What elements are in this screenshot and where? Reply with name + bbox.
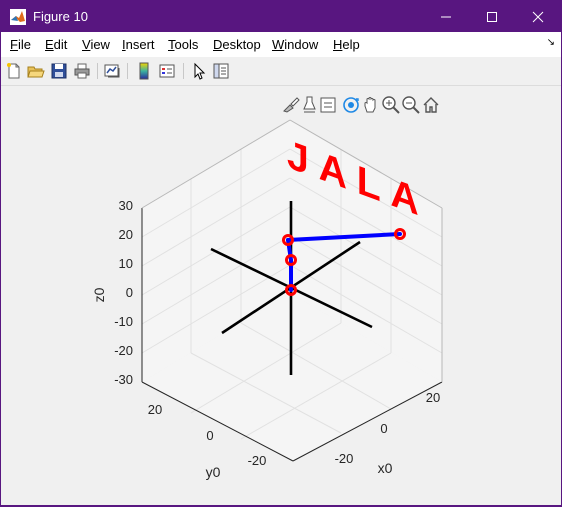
z-tick-label: 0 [126, 285, 133, 300]
z-tick-label: -20 [114, 343, 133, 358]
menu-insert[interactable]: Insert [122, 37, 155, 52]
y-ticks: 20 0 -20 [148, 402, 267, 468]
print-icon[interactable] [72, 61, 92, 81]
figure-toolbar [1, 57, 561, 86]
menu-insert-label: nsert [125, 37, 155, 52]
property-inspector-icon[interactable] [211, 61, 231, 81]
axes-box [141, 208, 443, 462]
y-tick-label: -20 [248, 453, 267, 468]
robot-joints [282, 228, 406, 296]
menu-file-mnemonic: F [10, 37, 18, 52]
pointer-icon[interactable] [189, 61, 209, 81]
menu-view-mnemonic: V [82, 37, 91, 52]
z-ticks: 30 20 10 0 -10 -20 -30 [114, 198, 133, 387]
joint-marker [285, 284, 297, 296]
menu-file-label: ile [17, 37, 31, 52]
x-axis-label: x0 [378, 460, 393, 476]
menu-tools-label: ools [174, 37, 199, 52]
matlab-logo-icon [10, 9, 26, 25]
new-figure-icon[interactable] [4, 61, 24, 81]
z-tick-label: 10 [119, 256, 133, 271]
y-tick-label: 0 [206, 428, 213, 443]
x-tick-label: -20 [335, 451, 354, 466]
z-axis-label: z0 [91, 287, 107, 302]
insert-colorbar-icon[interactable] [134, 61, 154, 81]
title-bar[interactable]: Figure 10 [1, 1, 561, 32]
menu-help-mnemonic: H [333, 37, 343, 52]
maximize-icon [487, 11, 497, 22]
dock-figure-icon[interactable]: ↘ [546, 37, 555, 48]
menu-help[interactable]: Help [333, 37, 360, 52]
menu-desktop[interactable]: Desktop [213, 37, 261, 52]
zoom-out-icon[interactable] [401, 95, 421, 115]
y-axis-label: y0 [206, 464, 221, 480]
floor-panel [142, 293, 442, 461]
close-button[interactable] [515, 1, 561, 32]
z-tick-label: -10 [114, 314, 133, 329]
menu-edit-label: dit [53, 37, 68, 52]
menu-bar: File Edit View Insert Tools Desktop Wind… [1, 32, 561, 57]
close-icon [532, 11, 544, 22]
x-ticks: 20 0 -20 [335, 390, 441, 466]
menu-edit[interactable]: Edit [45, 37, 67, 52]
link-plot-icon[interactable] [102, 61, 122, 81]
menu-file[interactable]: File [10, 37, 31, 52]
menu-view-label: iew [90, 37, 110, 52]
menu-tools[interactable]: Tools [168, 37, 198, 52]
z-tick-label: -30 [114, 372, 133, 387]
toolbar-separator [97, 63, 98, 79]
zoom-in-icon[interactable] [381, 95, 401, 115]
menu-window[interactable]: Window [272, 37, 318, 52]
toolbar-separator [183, 63, 184, 79]
save-icon[interactable] [49, 61, 69, 81]
menu-view[interactable]: View [82, 37, 110, 52]
joint-marker [285, 254, 297, 266]
joint-marker [282, 234, 294, 246]
home-icon[interactable] [421, 95, 441, 115]
z-tick-label: 20 [119, 227, 133, 242]
x-tick-label: 0 [380, 421, 387, 436]
minimize-button[interactable] [423, 1, 469, 32]
menu-edit-mnemonic: E [45, 37, 54, 52]
legend-toggle-icon[interactable] [318, 95, 338, 115]
x-tick-label: 20 [426, 390, 440, 405]
menu-help-label: elp [342, 37, 360, 52]
toolbar-separator [127, 63, 128, 79]
menu-tools-mnemonic: T [168, 37, 175, 52]
minimize-icon [441, 16, 451, 17]
rotate-3d-icon[interactable] [341, 95, 361, 115]
z-tick-label: 30 [119, 198, 133, 213]
open-file-icon[interactable] [26, 61, 46, 81]
menu-window-label: indow [284, 37, 319, 52]
window-title: Figure 10 [33, 9, 88, 24]
menu-window-mnemonic: W [272, 37, 285, 52]
pan-icon[interactable] [361, 95, 381, 115]
data-tips-icon[interactable] [300, 95, 320, 115]
maximize-button[interactable] [469, 1, 515, 32]
axes-outline [141, 119, 443, 382]
insert-legend-icon[interactable] [157, 61, 177, 81]
y-tick-label: 20 [148, 402, 162, 417]
menu-insert-mnemonic: I [122, 37, 126, 52]
brush-icon[interactable] [281, 95, 301, 115]
menu-desktop-label: esktop [222, 37, 261, 52]
joint-marker [394, 228, 406, 240]
menu-desktop-mnemonic: D [213, 37, 223, 52]
